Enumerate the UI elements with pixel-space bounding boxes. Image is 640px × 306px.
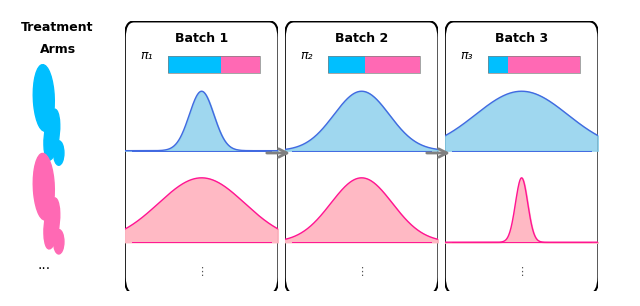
Text: ⋮: ⋮ — [196, 267, 207, 277]
Text: Batch 3: Batch 3 — [495, 32, 548, 45]
FancyBboxPatch shape — [445, 21, 598, 293]
Ellipse shape — [54, 141, 64, 165]
Ellipse shape — [33, 153, 54, 220]
Ellipse shape — [44, 109, 60, 160]
Text: π₁: π₁ — [140, 49, 152, 62]
FancyBboxPatch shape — [125, 21, 278, 293]
Text: Treatment: Treatment — [21, 21, 94, 34]
FancyBboxPatch shape — [285, 21, 438, 293]
Text: ⋮: ⋮ — [516, 267, 527, 277]
Ellipse shape — [44, 198, 60, 249]
Text: Batch 2: Batch 2 — [335, 32, 388, 45]
Bar — [221, 56, 260, 73]
Bar — [168, 56, 221, 73]
Bar — [168, 56, 260, 73]
Ellipse shape — [33, 65, 54, 131]
Text: Batch 1: Batch 1 — [175, 32, 228, 45]
Bar — [488, 56, 508, 73]
Text: ⋮: ⋮ — [356, 267, 367, 277]
Bar — [328, 56, 365, 73]
Bar — [508, 56, 580, 73]
Text: π₂: π₂ — [300, 49, 312, 62]
Bar — [488, 56, 580, 73]
Bar — [328, 56, 420, 73]
Text: π₃: π₃ — [460, 49, 472, 62]
Text: Arms: Arms — [40, 43, 76, 56]
Ellipse shape — [54, 230, 64, 254]
Bar — [365, 56, 420, 73]
Text: ···: ··· — [37, 262, 51, 276]
